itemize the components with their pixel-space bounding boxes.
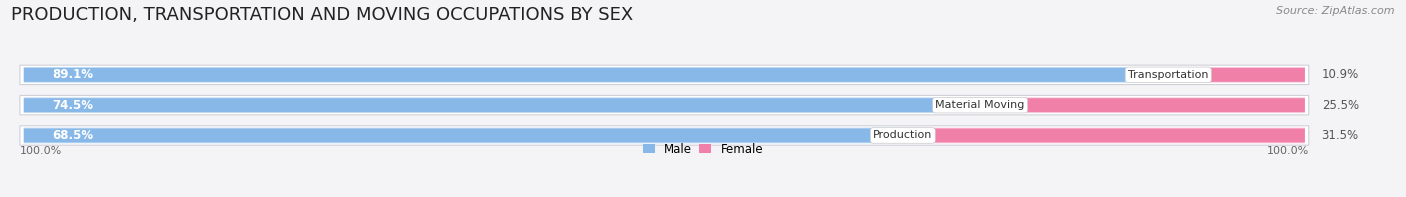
FancyBboxPatch shape xyxy=(903,128,1305,142)
Legend: Male, Female: Male, Female xyxy=(643,143,763,156)
Text: 10.9%: 10.9% xyxy=(1322,68,1358,81)
Text: 68.5%: 68.5% xyxy=(52,129,93,142)
FancyBboxPatch shape xyxy=(20,65,1309,85)
FancyBboxPatch shape xyxy=(24,68,1168,82)
FancyBboxPatch shape xyxy=(24,128,903,143)
FancyBboxPatch shape xyxy=(20,96,1309,115)
FancyBboxPatch shape xyxy=(24,128,903,142)
Text: Production: Production xyxy=(873,130,932,140)
Text: 89.1%: 89.1% xyxy=(52,68,93,81)
Text: 74.5%: 74.5% xyxy=(52,99,93,112)
FancyBboxPatch shape xyxy=(1168,68,1305,82)
Text: 25.5%: 25.5% xyxy=(1322,99,1358,112)
FancyBboxPatch shape xyxy=(24,67,1168,83)
Text: 100.0%: 100.0% xyxy=(1267,146,1309,156)
Text: 100.0%: 100.0% xyxy=(20,146,62,156)
Text: Source: ZipAtlas.com: Source: ZipAtlas.com xyxy=(1277,6,1395,16)
FancyBboxPatch shape xyxy=(20,126,1309,145)
FancyBboxPatch shape xyxy=(1168,67,1305,83)
FancyBboxPatch shape xyxy=(980,98,1305,112)
Text: Material Moving: Material Moving xyxy=(935,100,1025,110)
FancyBboxPatch shape xyxy=(903,128,1305,143)
Text: Transportation: Transportation xyxy=(1128,70,1209,80)
FancyBboxPatch shape xyxy=(24,98,980,112)
Text: 31.5%: 31.5% xyxy=(1322,129,1358,142)
Text: PRODUCTION, TRANSPORTATION AND MOVING OCCUPATIONS BY SEX: PRODUCTION, TRANSPORTATION AND MOVING OC… xyxy=(11,6,634,24)
FancyBboxPatch shape xyxy=(980,97,1305,113)
FancyBboxPatch shape xyxy=(24,97,980,113)
